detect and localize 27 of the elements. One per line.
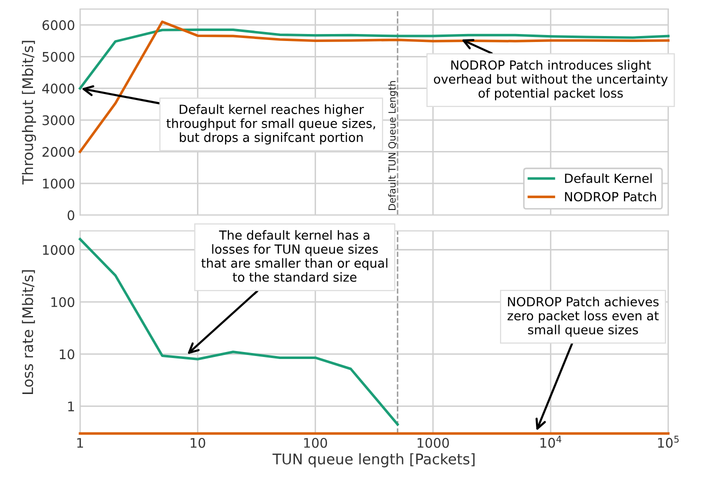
y-tick-label: 6000 bbox=[42, 20, 74, 30]
y-axis-title: Loss rate [Mbit/s] bbox=[22, 270, 35, 394]
y-tick-label: 1 bbox=[68, 402, 74, 412]
x-tick-label: 1000 bbox=[418, 438, 449, 448]
x-axis-title: TUN queue length [Packets] bbox=[272, 453, 475, 468]
y-tick-label: 3000 bbox=[42, 115, 74, 126]
y-axis-title: Throughput [Mbit/s] bbox=[22, 40, 36, 185]
y-tick-label: 4000 bbox=[42, 84, 74, 94]
x-tick-label: 100 bbox=[304, 438, 328, 448]
annotation: The default kernel has a losses for TUN queue sizes that are smaller than or equal to the standard size bbox=[201, 230, 388, 282]
ref-line-label: Default TUN Queue Length bbox=[388, 81, 398, 210]
x-tick-label: 10 bbox=[190, 438, 206, 448]
y-tick-label: 1000 bbox=[43, 244, 74, 255]
x-tick-label: 10$^{5}$ bbox=[658, 436, 679, 448]
y-tick-label: 5000 bbox=[42, 52, 74, 62]
x-tick-label: 1 bbox=[77, 438, 84, 448]
y-tick-label: 0 bbox=[68, 210, 74, 220]
y-tick-label: 1000 bbox=[43, 178, 74, 189]
y-tick-label: 10 bbox=[60, 349, 74, 360]
annotation: NODROP Patch introduces slight overhead but without the uncertainty of potential packet loss bbox=[434, 60, 668, 100]
annotation: NODROP Patch achieves zero packet loss even at small queue sizes bbox=[508, 296, 659, 337]
annotation: Default kernel reaches higher throughput for small queue sizes, but drops a signifcant portion bbox=[166, 104, 376, 144]
legend-label: Default Kernel bbox=[565, 173, 652, 184]
y-tick-label: 2000 bbox=[42, 146, 74, 157]
x-tick-label: 10$^{4}$ bbox=[540, 436, 562, 448]
legend-label: NODROP Patch bbox=[565, 192, 656, 202]
y-tick-label: 100 bbox=[51, 297, 74, 308]
